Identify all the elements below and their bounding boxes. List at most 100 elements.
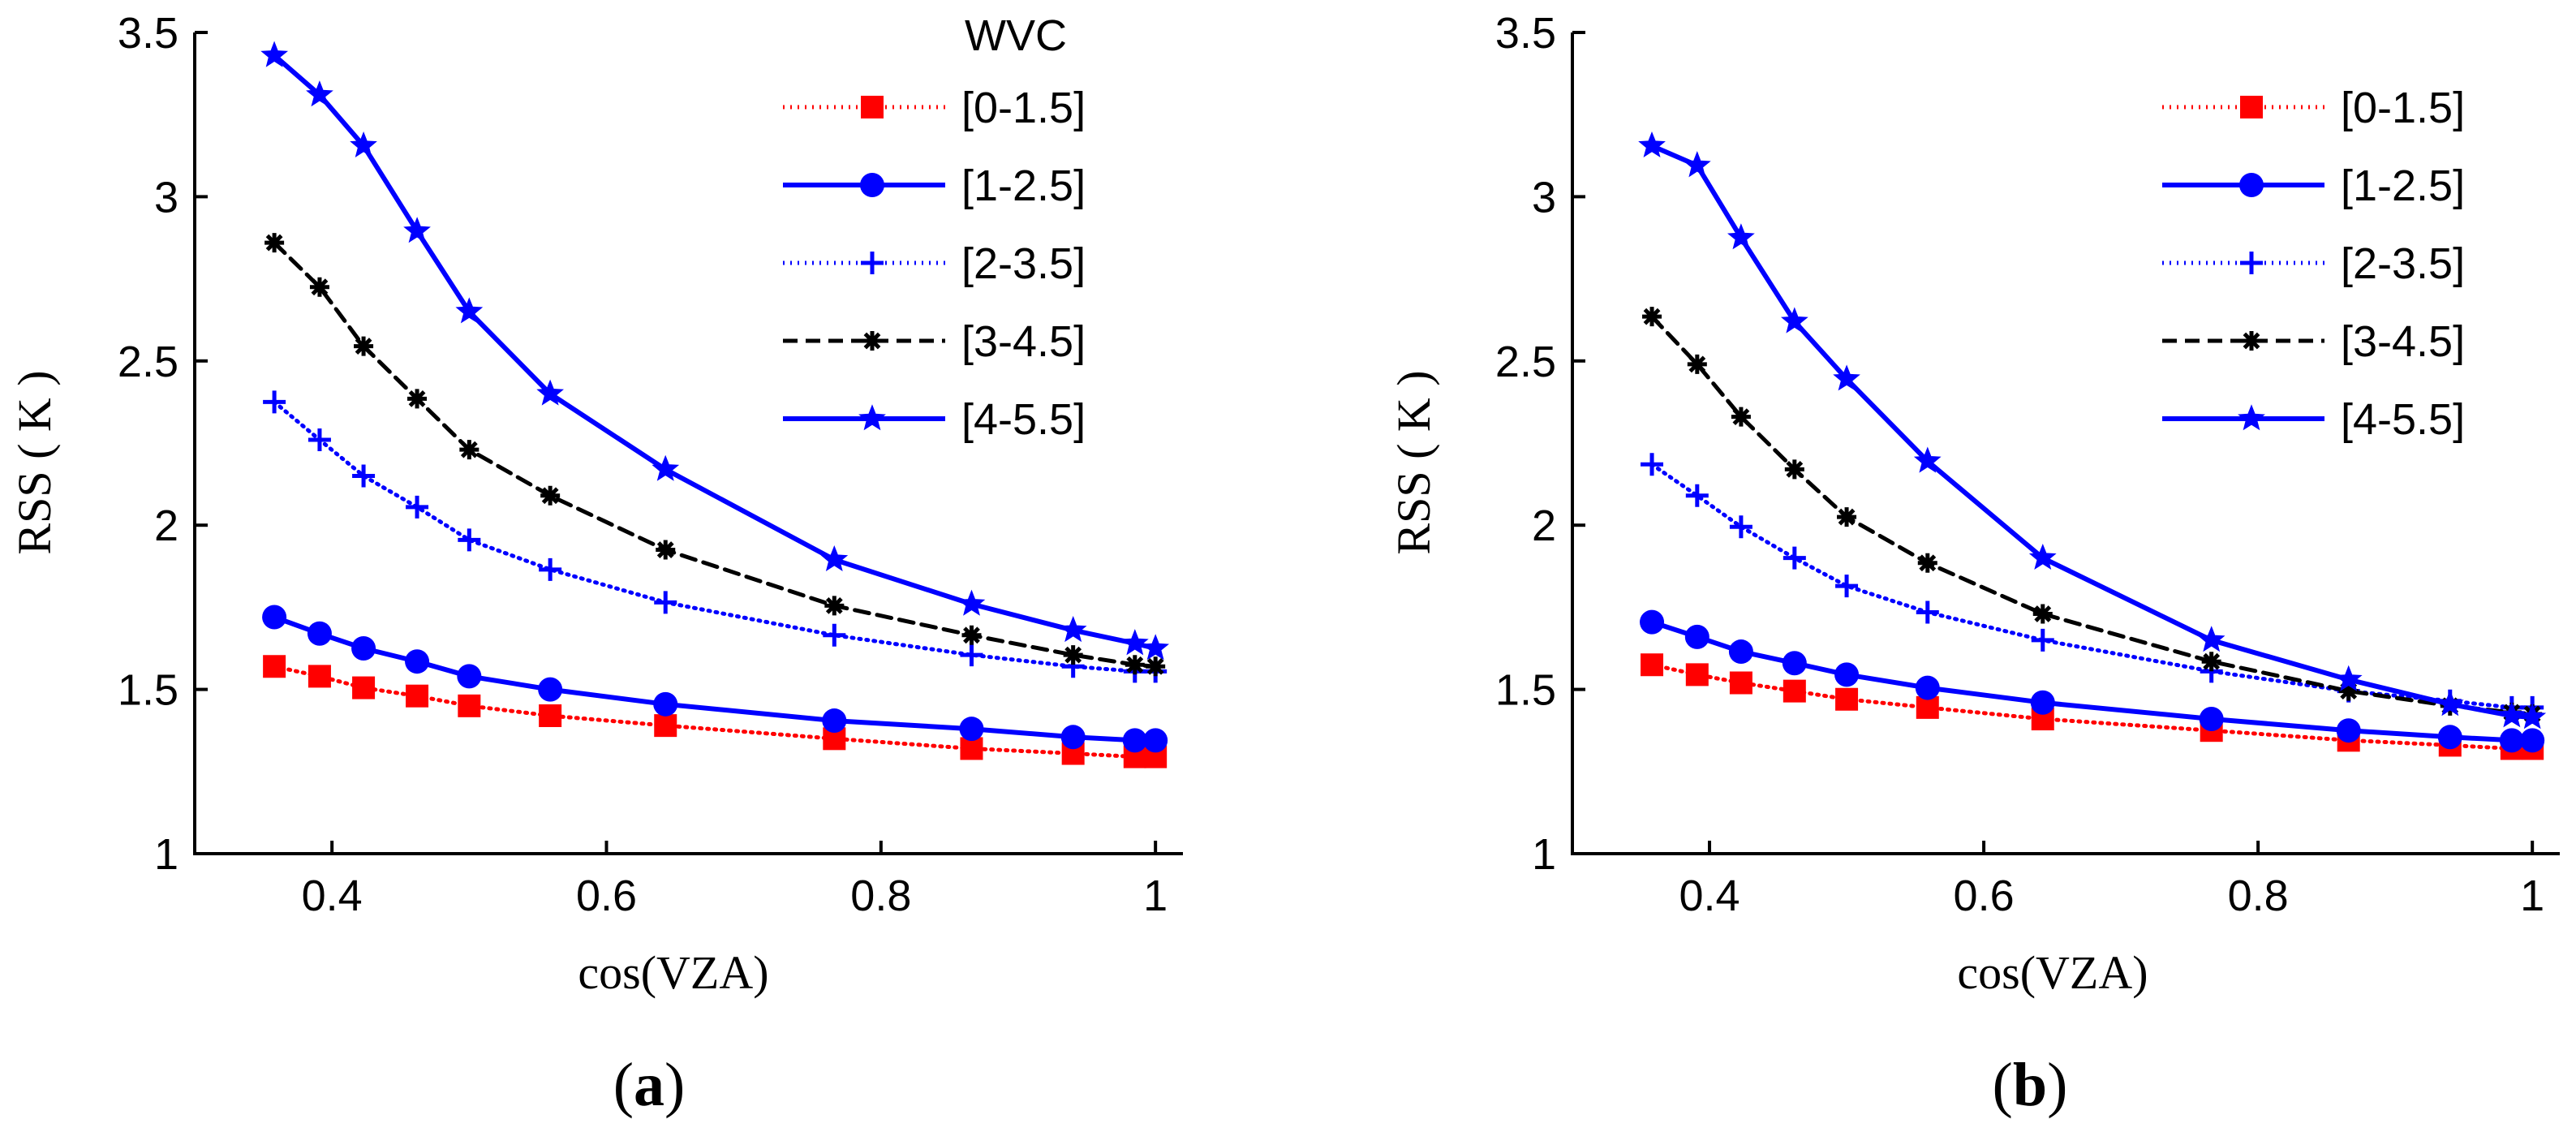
- y-tick-label: 3: [1532, 173, 1556, 222]
- series-line: [1649, 143, 2535, 720]
- series-line: [272, 614, 1159, 743]
- data-point: [654, 714, 677, 738]
- data-point: [1683, 151, 1711, 178]
- legend-marker: [861, 252, 884, 274]
- data-point: [961, 625, 982, 645]
- data-point: [823, 623, 846, 647]
- chart-panel-a: 1 1.5 2 2.5 3 3.5 0.4 0.6 0.8 1 [0-1.5] [1-2.5] [2-3…: [8, 9, 1183, 1119]
- plot-area: 1 1.5 2 2.5 3 3.5 0.4 0.6 0.8 1 [0-1.5] [1-2.5] [2-3…: [1495, 9, 2560, 920]
- legend-label: [0-1.5]: [2341, 84, 2465, 132]
- series-0: [263, 655, 1168, 768]
- y-tick-label: 2.5: [1495, 338, 1556, 386]
- legend-marker: [858, 404, 886, 431]
- panel-label: (a): [613, 1051, 686, 1119]
- legend-entry: [4-5.5]: [2162, 395, 2465, 444]
- legend-marker: [860, 173, 884, 197]
- series-line: [272, 664, 1158, 760]
- series-4: [1638, 131, 2547, 730]
- y-tick-label: 2: [154, 501, 178, 550]
- data-point: [458, 528, 481, 552]
- legend-entry: [2-3.5]: [2162, 239, 2465, 288]
- data-point: [538, 677, 563, 702]
- data-point: [957, 589, 986, 616]
- legend-entry: [0-1.5]: [2162, 84, 2465, 132]
- x-tick-label: 0.8: [2228, 872, 2289, 920]
- legend-label: [4-5.5]: [2341, 395, 2465, 444]
- data-point: [1917, 553, 1937, 573]
- data-point: [656, 540, 676, 560]
- legend-entry: [1-2.5]: [783, 161, 1086, 210]
- legend-title: WVC: [965, 11, 1067, 60]
- data-point: [309, 277, 329, 297]
- data-point: [1684, 624, 1709, 649]
- data-point: [822, 708, 847, 734]
- y-tick-label: 3: [154, 173, 178, 222]
- legend-label: [2-3.5]: [961, 239, 1086, 288]
- data-point: [2031, 628, 2054, 652]
- data-point: [1835, 687, 1859, 711]
- data-point: [1142, 634, 1169, 661]
- data-point: [1916, 600, 1939, 624]
- data-point: [1835, 575, 1859, 598]
- data-point: [1641, 653, 1664, 677]
- y-axis-title: RSS ( K ): [1387, 370, 1440, 554]
- series-2: [1641, 453, 2544, 719]
- data-point: [960, 643, 983, 667]
- data-point: [1727, 223, 1755, 250]
- legend-label: [4-5.5]: [961, 395, 1086, 444]
- legend-entry: [0-1.5]: [783, 84, 1086, 132]
- data-point: [1060, 725, 1086, 750]
- data-point: [959, 717, 984, 742]
- x-axis-title: cos(VZA): [1957, 946, 2148, 999]
- y-tick-label: 3.5: [1495, 9, 1556, 58]
- data-point: [2334, 665, 2363, 691]
- data-point: [824, 596, 845, 616]
- series-3: [264, 233, 1166, 677]
- y-tick-label: 3.5: [118, 9, 178, 58]
- data-point: [1640, 609, 1665, 635]
- legend-marker: [862, 331, 882, 351]
- legend-marker: [2240, 96, 2263, 118]
- data-point: [654, 591, 677, 614]
- data-point: [1913, 446, 1942, 473]
- data-point: [1783, 679, 1806, 703]
- x-tick-label: 0.6: [1954, 872, 2015, 920]
- data-point: [1125, 655, 1145, 675]
- legend-entry: [2-3.5]: [783, 239, 1086, 288]
- data-point: [406, 495, 429, 519]
- data-point: [540, 485, 561, 506]
- data-point: [263, 390, 286, 414]
- data-point: [2028, 543, 2057, 570]
- x-axis-title: cos(VZA): [578, 946, 768, 999]
- x-tick-label: 1: [2520, 872, 2544, 920]
- data-point: [1143, 728, 1168, 753]
- x-tick-label: 0.4: [1679, 872, 1740, 920]
- data-point: [1642, 307, 1662, 327]
- data-point: [1728, 639, 1753, 665]
- y-tick-label: 1.5: [118, 666, 178, 715]
- data-point: [1833, 364, 1860, 391]
- y-tick-label: 2: [1532, 501, 1556, 550]
- data-point: [1837, 507, 1857, 527]
- data-point: [307, 665, 331, 688]
- data-point: [2336, 718, 2361, 743]
- series-line: [272, 53, 1159, 651]
- panel-label: (b): [1993, 1051, 2068, 1119]
- data-point: [1687, 354, 1707, 374]
- data-point: [403, 217, 431, 243]
- data-point: [1146, 656, 1166, 677]
- data-point: [1638, 131, 1666, 158]
- series-line: [1649, 314, 2535, 717]
- data-point: [1729, 515, 1752, 539]
- data-point: [1834, 662, 1860, 687]
- data-point: [351, 636, 376, 661]
- data-point: [2338, 681, 2359, 701]
- data-point: [1059, 615, 1087, 643]
- data-point: [455, 297, 484, 324]
- data-point: [459, 440, 480, 460]
- data-point: [306, 80, 333, 107]
- legend-label: [0-1.5]: [961, 84, 1086, 132]
- legend-label: [1-2.5]: [2341, 161, 2465, 210]
- plot-area: 1 1.5 2 2.5 3 3.5 0.4 0.6 0.8 1 [0-1.5] [1-2.5] [2-3…: [118, 9, 1183, 920]
